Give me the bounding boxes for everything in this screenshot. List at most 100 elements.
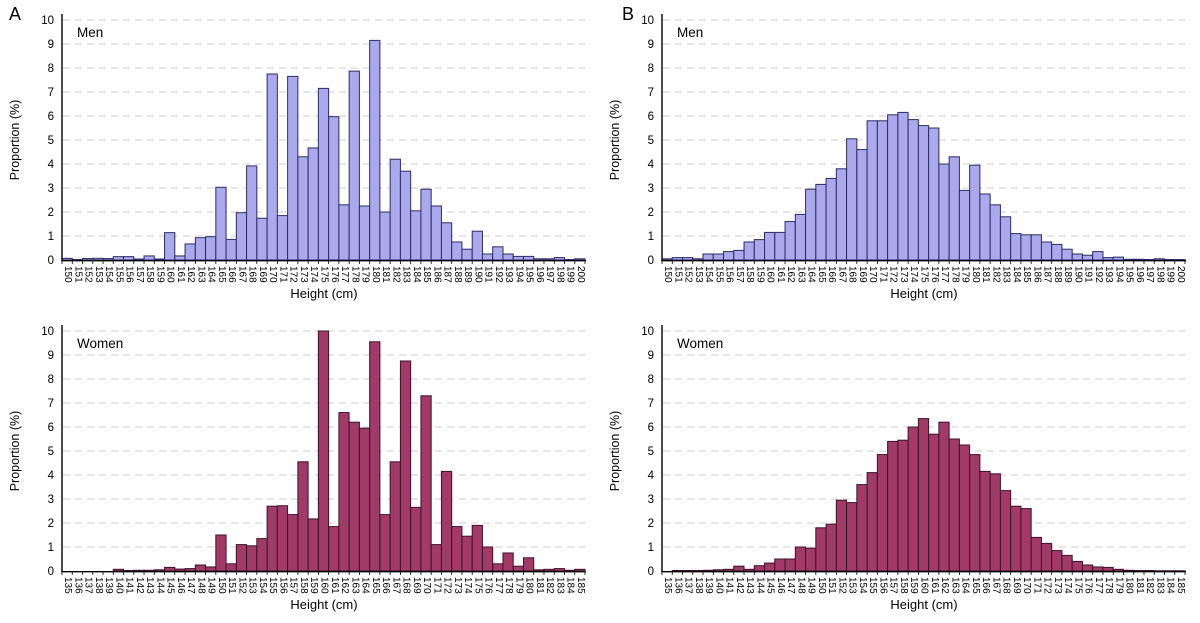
x-tick-label: 150: [216, 577, 227, 594]
x-tick-label: 177: [339, 266, 350, 283]
x-tick-label: 159: [908, 577, 919, 594]
histogram-bar: [574, 258, 586, 261]
x-tick-label: 146: [175, 577, 186, 594]
histogram-bar: [307, 147, 319, 261]
histogram-bar: [753, 239, 766, 261]
histogram-bar: [112, 568, 125, 572]
histogram-bar: [287, 75, 299, 261]
histogram-bar: [876, 120, 889, 261]
x-tick-label: 166: [226, 266, 237, 283]
x-tick-label: 139: [103, 577, 114, 594]
x-tick-label: 200: [1175, 266, 1186, 283]
histogram-bar: [907, 426, 919, 572]
x-tick-label: 198: [554, 266, 565, 283]
x-tick-label: 151: [226, 577, 237, 594]
x-tick-label: 159: [154, 266, 165, 283]
x-tick-label: 157: [134, 266, 145, 283]
x-tick-label: 179: [960, 266, 971, 283]
histogram-bar: [825, 523, 837, 572]
histogram-bar: [461, 535, 473, 572]
x-tick-label: 165: [216, 266, 227, 283]
x-tick-label: 174: [1062, 577, 1073, 594]
histogram-bar: [1020, 234, 1032, 261]
histogram-bar: [958, 189, 971, 261]
x-tick-label: 160: [765, 266, 776, 283]
x-tick-label: 154: [703, 266, 714, 283]
histogram-bar: [399, 360, 412, 572]
histogram-bar: [1122, 569, 1135, 572]
histogram-bar: [815, 183, 827, 261]
x-tick-label: 140: [713, 577, 724, 594]
y-tick-label: 0: [648, 566, 654, 578]
y-tick-label: 4: [48, 159, 55, 171]
x-tick-label: 179: [513, 577, 524, 594]
x-tick-label: 155: [113, 266, 124, 283]
x-tick-label: 191: [1083, 266, 1094, 283]
histogram-bar: [287, 514, 299, 572]
x-tick-label: 158: [298, 577, 309, 594]
panel-a-men: 0 1 2 3 4 5 6 7 8 9 10 150 151 152 153 154 155 156 157 158 1…: [0, 0, 600, 311]
x-tick-label: 186: [1031, 266, 1042, 283]
histogram-bar: [543, 258, 555, 261]
histogram-bar: [522, 557, 535, 572]
x-tick-label: 183: [1154, 577, 1165, 594]
histogram-bar: [164, 232, 176, 261]
histogram-bar: [702, 569, 714, 572]
x-tick-label: 173: [298, 266, 309, 283]
x-tick-label: 178: [1103, 577, 1114, 594]
y-tick-label: 7: [48, 87, 54, 99]
histogram-bar: [297, 156, 309, 261]
x-tick-label: 158: [744, 266, 755, 283]
group-label-men: Men: [77, 25, 104, 40]
y-tick-label: 8: [648, 63, 654, 75]
x-tick-label: 169: [411, 577, 422, 594]
x-tick-label: 142: [734, 577, 745, 594]
histogram-bar: [1030, 536, 1042, 572]
x-tick-label: 137: [83, 577, 94, 594]
group-label-women: Women: [77, 336, 124, 351]
x-tick-label: 150: [662, 266, 673, 283]
histogram-bar: [502, 253, 514, 261]
histogram-bar: [825, 177, 837, 261]
x-tick-label: 181: [1134, 577, 1145, 594]
histogram-bar: [876, 454, 889, 572]
histogram-bar: [846, 502, 858, 572]
x-tick-label: 198: [1154, 266, 1165, 283]
x-tick-label: 167: [390, 577, 401, 594]
x-tick-label: 135: [62, 577, 73, 594]
histogram-bar: [917, 125, 930, 261]
group-label-men: Men: [677, 25, 704, 40]
x-tick-label: 161: [329, 577, 340, 594]
histogram-bar: [969, 454, 981, 572]
x-tick-label: 166: [980, 577, 991, 594]
x-tick-label: 163: [195, 266, 206, 283]
histogram-bar: [512, 565, 524, 572]
x-tick-label: 163: [795, 266, 806, 283]
x-tick-label: 162: [939, 577, 950, 594]
histogram-bar: [1010, 233, 1022, 261]
x-tick-label: 179: [1113, 577, 1124, 594]
y-tick-label: 5: [648, 135, 654, 147]
x-tick-label: 197: [544, 266, 555, 283]
x-tick-label: 148: [195, 577, 206, 594]
histogram-bar: [1153, 258, 1165, 261]
histogram-bar: [256, 217, 268, 261]
x-tick-label: 176: [483, 577, 494, 594]
histogram-bar: [692, 258, 704, 261]
x-tick-label: 180: [524, 577, 535, 594]
histogram-bar: [317, 330, 330, 572]
y-tick-label: 9: [48, 39, 54, 51]
x-tick-label: 197: [1144, 266, 1155, 283]
y-tick-label: 10: [641, 15, 654, 27]
x-tick-label: 152: [836, 577, 847, 594]
y-tick-label: 6: [48, 422, 54, 434]
x-tick-label: 138: [93, 577, 104, 594]
x-tick-label: 159: [308, 577, 319, 594]
histogram-bar: [133, 258, 145, 261]
x-tick-label: 165: [816, 266, 827, 283]
histogram-bar: [246, 545, 258, 572]
x-tick-label: 153: [847, 577, 858, 594]
histogram-bar: [948, 156, 960, 261]
histogram-bar: [948, 438, 960, 572]
